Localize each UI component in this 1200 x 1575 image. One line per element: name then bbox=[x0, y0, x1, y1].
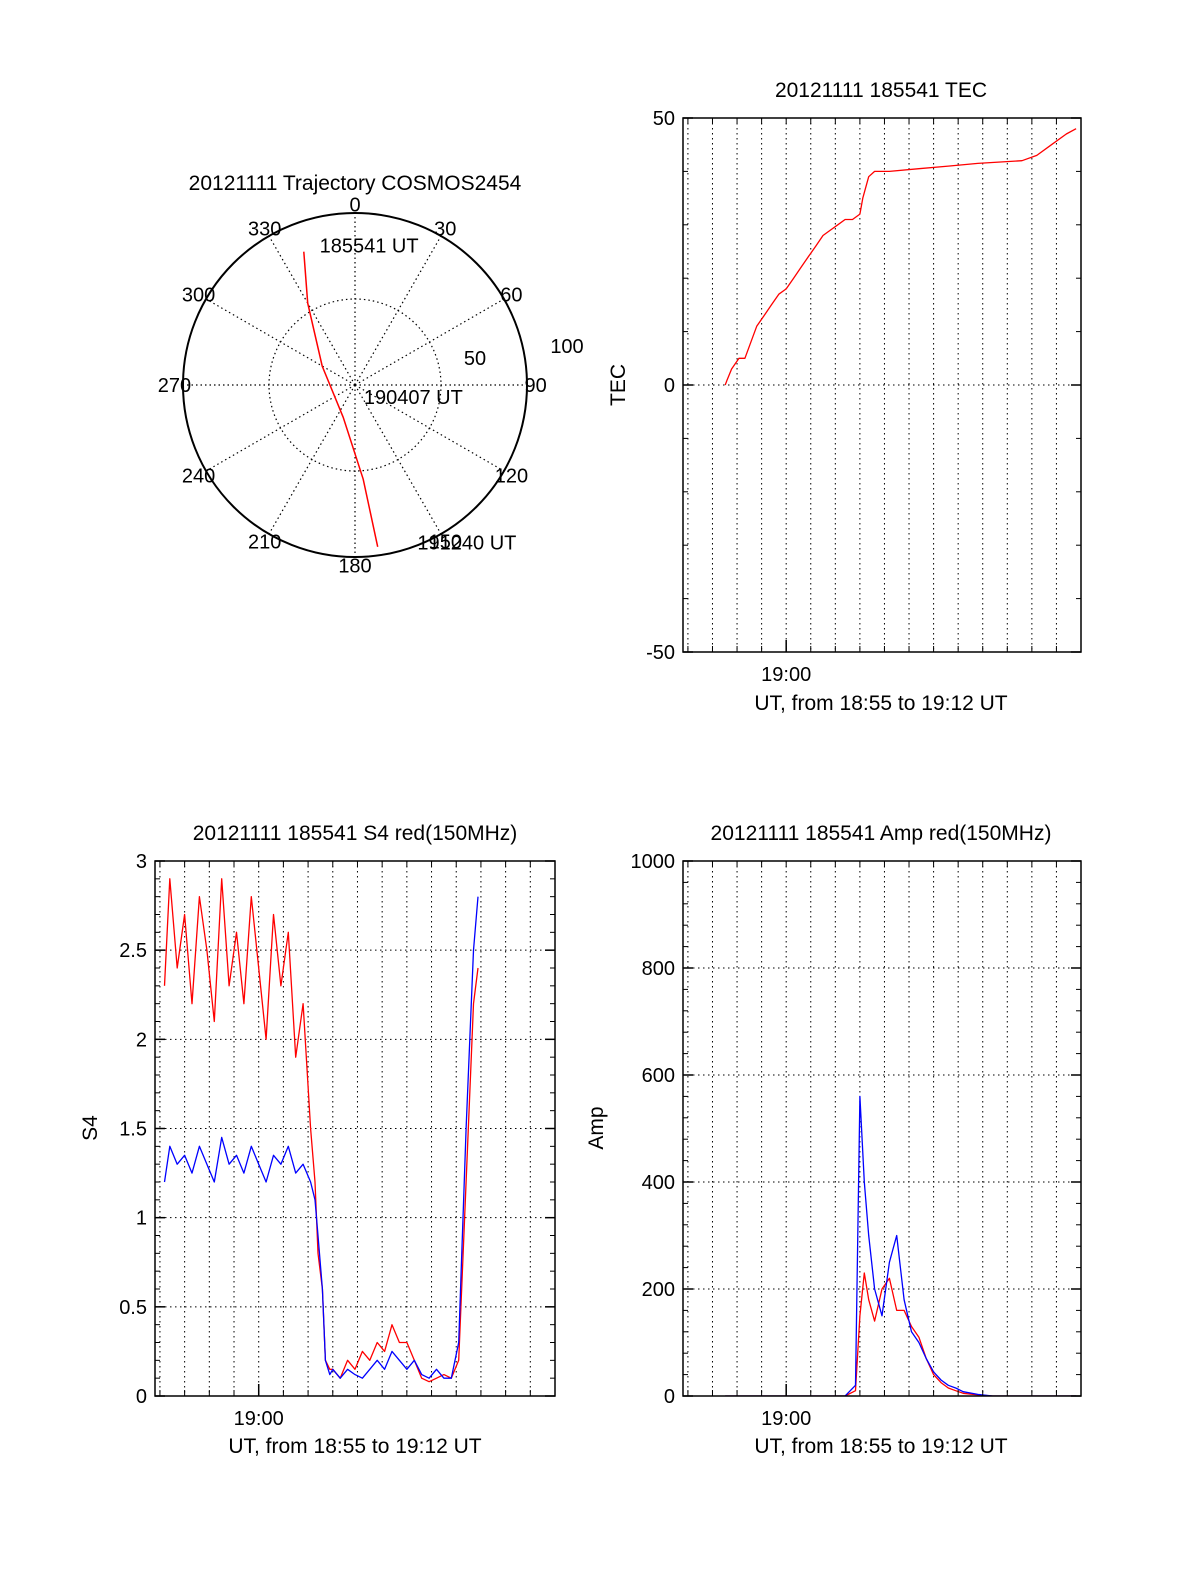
y-tick-label: 1000 bbox=[631, 851, 676, 873]
trajectory-time-label: 185541 UT bbox=[320, 235, 419, 257]
y-tick-label: 3 bbox=[136, 851, 147, 873]
s4-plot-area: 0 0.5 1 1.5 2 2.5 3 19:00 bbox=[119, 851, 556, 1430]
polar-radial-label: 50 bbox=[464, 348, 486, 370]
polar-spoke bbox=[205, 298, 356, 386]
y-tick-label: 0 bbox=[136, 1386, 147, 1408]
polar-angle-label: 300 bbox=[182, 285, 215, 307]
y-tick-label: 0.5 bbox=[119, 1297, 147, 1319]
red-series-line bbox=[724, 128, 1077, 386]
s4-line-chart: 20121111 185541 S4 red(150MHz) S4 UT, fr… bbox=[79, 822, 556, 1458]
y-tick-label: 2 bbox=[136, 1029, 147, 1051]
polar-angle-label: 210 bbox=[248, 531, 281, 553]
polar-angle-label: 0 bbox=[349, 194, 360, 216]
trajectory-time-label: 191240 UT bbox=[417, 532, 516, 554]
polar-grid bbox=[182, 212, 528, 558]
polar-spoke bbox=[268, 384, 356, 535]
polar-spoke bbox=[354, 384, 442, 535]
polar-angle-label: 30 bbox=[434, 219, 456, 241]
s4-ylabel: S4 bbox=[79, 1115, 102, 1141]
amp-plot-area: 0 200 400 600 800 1000 19:00 bbox=[631, 851, 1082, 1430]
y-tick-label: -50 bbox=[646, 642, 675, 664]
tec-line-chart: 20121111 185541 TEC TEC UT, from 18:55 t… bbox=[607, 79, 1082, 715]
trajectory-series bbox=[303, 251, 379, 547]
polar-angle-label: 120 bbox=[495, 465, 528, 487]
tec-xlabel: UT, from 18:55 to 19:12 UT bbox=[754, 692, 1007, 715]
y-tick-label: 2.5 bbox=[119, 940, 147, 962]
polar-spoke bbox=[354, 298, 505, 386]
x-tick-label: 19:00 bbox=[761, 664, 811, 686]
y-tick-label: 0 bbox=[664, 375, 675, 397]
trajectory-title: 20121111 Trajectory COSMOS2454 bbox=[189, 172, 522, 195]
y-tick-label: 800 bbox=[642, 958, 675, 980]
y-tick-label: 1.5 bbox=[119, 1119, 147, 1141]
polar-spoke bbox=[268, 235, 356, 386]
trajectory-polar-chart: 20121111 Trajectory COSMOS2454 0 30 60 90 12… bbox=[158, 172, 584, 578]
y-tick-label: 1 bbox=[136, 1208, 147, 1230]
blue-series-line bbox=[725, 1095, 1077, 1396]
tec-plot-area: -50 0 50 19:00 bbox=[646, 108, 1082, 686]
tec-ylabel: TEC bbox=[607, 364, 630, 406]
polar-angle-label: 240 bbox=[182, 465, 215, 487]
series-group bbox=[163, 878, 479, 1383]
trajectory-line bbox=[303, 251, 379, 547]
polar-radial-label: 100 bbox=[550, 336, 583, 358]
polar-angle-label: 90 bbox=[524, 375, 546, 397]
x-tick-label: 19:00 bbox=[234, 1408, 284, 1430]
series-group bbox=[724, 128, 1077, 386]
polar-labels: 0 30 60 90 120 150 180 210 240 270 300 330 50 100 bbox=[158, 194, 584, 577]
polar-angle-label: 60 bbox=[500, 285, 522, 307]
plot-frame bbox=[682, 860, 1082, 1397]
y-tick-label: 0 bbox=[664, 1386, 675, 1408]
amp-line-chart: 20121111 185541 Amp red(150MHz) Amp UT, … bbox=[585, 822, 1082, 1458]
polar-angle-label: 180 bbox=[338, 556, 371, 578]
amp-ylabel: Amp bbox=[585, 1106, 608, 1149]
y-tick-label: 400 bbox=[642, 1172, 675, 1194]
polar-spoke bbox=[354, 384, 505, 472]
blue-series-line bbox=[163, 896, 479, 1379]
trajectory-time-label: 190407 UT bbox=[364, 387, 463, 409]
amp-title: 20121111 185541 Amp red(150MHz) bbox=[711, 822, 1052, 845]
y-tick-label: 50 bbox=[653, 108, 675, 130]
amp-xlabel: UT, from 18:55 to 19:12 UT bbox=[754, 1435, 1007, 1458]
polar-spoke bbox=[354, 235, 442, 386]
y-tick-label: 600 bbox=[642, 1065, 675, 1087]
y-tick-label: 200 bbox=[642, 1279, 675, 1301]
x-tick-label: 19:00 bbox=[761, 1408, 811, 1430]
trajectory-annotations: 185541 UT 190407 UT 191240 UT bbox=[320, 235, 517, 554]
s4-title: 20121111 185541 S4 red(150MHz) bbox=[193, 822, 518, 845]
s4-xlabel: UT, from 18:55 to 19:12 UT bbox=[228, 1435, 481, 1458]
polar-angle-label: 270 bbox=[158, 375, 191, 397]
tec-title: 20121111 185541 TEC bbox=[775, 79, 987, 102]
polar-angle-label: 150 bbox=[429, 531, 462, 553]
polar-angle-label: 330 bbox=[248, 219, 281, 241]
polar-spoke bbox=[205, 384, 356, 472]
